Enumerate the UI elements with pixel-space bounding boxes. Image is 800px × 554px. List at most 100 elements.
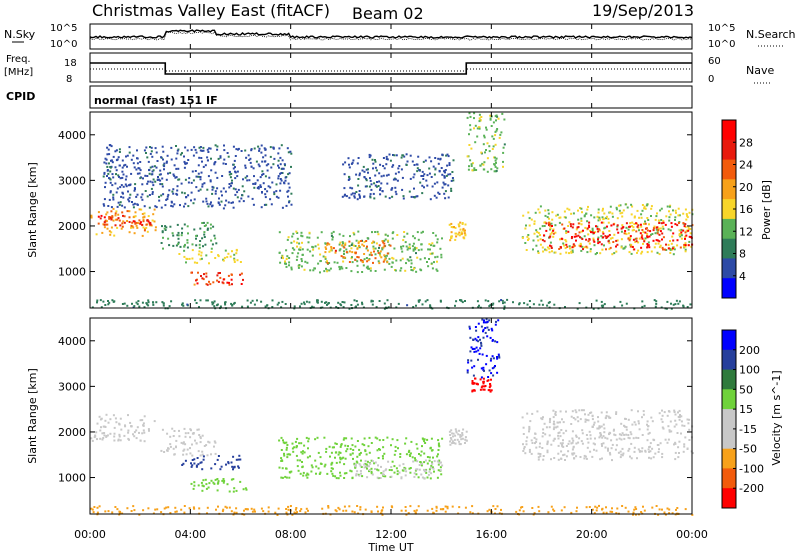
data-cell bbox=[127, 429, 130, 432]
data-cell bbox=[252, 203, 255, 206]
data-cell bbox=[207, 151, 210, 153]
data-cell bbox=[659, 230, 662, 233]
data-cell bbox=[498, 300, 501, 303]
data-cell bbox=[148, 206, 151, 209]
data-cell bbox=[448, 430, 451, 433]
data-cell bbox=[232, 187, 235, 190]
data-cell bbox=[152, 303, 155, 306]
data-cell bbox=[338, 233, 341, 236]
data-cell bbox=[641, 209, 644, 212]
data-cell bbox=[329, 455, 331, 458]
data-cell bbox=[146, 175, 149, 177]
data-cell bbox=[400, 156, 403, 159]
data-cell bbox=[201, 222, 204, 224]
data-cell bbox=[201, 450, 204, 453]
data-cell bbox=[195, 442, 198, 445]
data-cell bbox=[635, 240, 638, 243]
data-cell bbox=[117, 213, 120, 216]
data-cell bbox=[199, 176, 202, 178]
data-cell bbox=[385, 155, 388, 158]
data-cell bbox=[600, 221, 603, 224]
data-cell bbox=[553, 437, 556, 440]
data-cell bbox=[597, 416, 599, 419]
data-cell bbox=[560, 237, 563, 240]
data-cell bbox=[543, 225, 546, 227]
data-cell bbox=[459, 434, 462, 436]
data-cell bbox=[243, 509, 245, 512]
data-cell bbox=[413, 164, 416, 166]
data-cell bbox=[671, 512, 674, 515]
data-cell bbox=[230, 201, 233, 204]
data-cell bbox=[345, 267, 348, 269]
data-cell bbox=[370, 467, 373, 470]
data-cell bbox=[402, 239, 405, 242]
data-cell bbox=[386, 436, 389, 439]
data-cell bbox=[201, 489, 204, 492]
data-cell bbox=[195, 464, 198, 467]
data-cell bbox=[583, 235, 586, 238]
data-cell bbox=[108, 217, 111, 220]
data-cell bbox=[197, 172, 200, 175]
y-tick-label: 3000 bbox=[58, 380, 86, 393]
data-cell bbox=[455, 300, 458, 303]
data-cell bbox=[562, 454, 565, 457]
data-cell bbox=[334, 456, 336, 459]
data-cell bbox=[403, 235, 406, 238]
data-cell bbox=[273, 193, 276, 196]
data-cell bbox=[316, 236, 319, 239]
data-cell bbox=[363, 463, 366, 466]
data-cell bbox=[176, 185, 179, 188]
data-cell bbox=[218, 203, 221, 206]
data-cell bbox=[668, 410, 671, 413]
data-cell bbox=[288, 261, 291, 264]
data-cell bbox=[173, 203, 176, 206]
data-cell bbox=[259, 176, 262, 179]
data-cell bbox=[646, 203, 649, 206]
data-cell bbox=[539, 453, 542, 455]
data-cell bbox=[473, 117, 475, 120]
data-cell bbox=[227, 461, 230, 464]
data-cell bbox=[201, 160, 203, 163]
data-cell bbox=[539, 238, 542, 241]
data-cell bbox=[643, 239, 646, 242]
data-cell bbox=[113, 234, 116, 237]
data-cell bbox=[214, 192, 217, 195]
data-cell bbox=[230, 182, 233, 185]
data-cell bbox=[433, 173, 436, 176]
data-cell bbox=[518, 302, 521, 305]
data-cell bbox=[601, 436, 604, 439]
data-cell bbox=[175, 176, 178, 179]
data-cell bbox=[269, 146, 272, 149]
data-cell bbox=[605, 511, 608, 514]
data-cell bbox=[179, 245, 182, 248]
data-cell bbox=[165, 161, 168, 164]
data-cell bbox=[317, 243, 320, 246]
data-cell bbox=[625, 426, 628, 429]
data-cell bbox=[137, 300, 140, 303]
data-cell bbox=[402, 195, 405, 198]
data-cell bbox=[527, 239, 529, 241]
data-cell bbox=[593, 216, 596, 219]
data-cell bbox=[270, 203, 273, 206]
data-cell bbox=[349, 453, 352, 456]
data-cell bbox=[417, 249, 420, 252]
data-cell bbox=[522, 214, 525, 217]
data-cell bbox=[446, 505, 449, 508]
x-tick-label: 20:00 bbox=[576, 528, 608, 541]
data-cell bbox=[276, 514, 279, 516]
data-cell bbox=[363, 195, 366, 198]
data-cell bbox=[568, 440, 571, 443]
data-cell bbox=[109, 144, 112, 147]
data-cell bbox=[273, 191, 276, 194]
data-cell bbox=[237, 458, 240, 461]
data-cell bbox=[428, 167, 431, 170]
data-cell bbox=[280, 449, 283, 451]
data-cell bbox=[563, 244, 566, 247]
data-cell bbox=[436, 269, 439, 272]
data-cell bbox=[654, 218, 657, 221]
data-cell bbox=[412, 176, 415, 179]
data-cell bbox=[192, 432, 195, 434]
data-cell bbox=[117, 156, 120, 159]
data-cell bbox=[378, 448, 380, 450]
data-cell bbox=[437, 444, 440, 447]
